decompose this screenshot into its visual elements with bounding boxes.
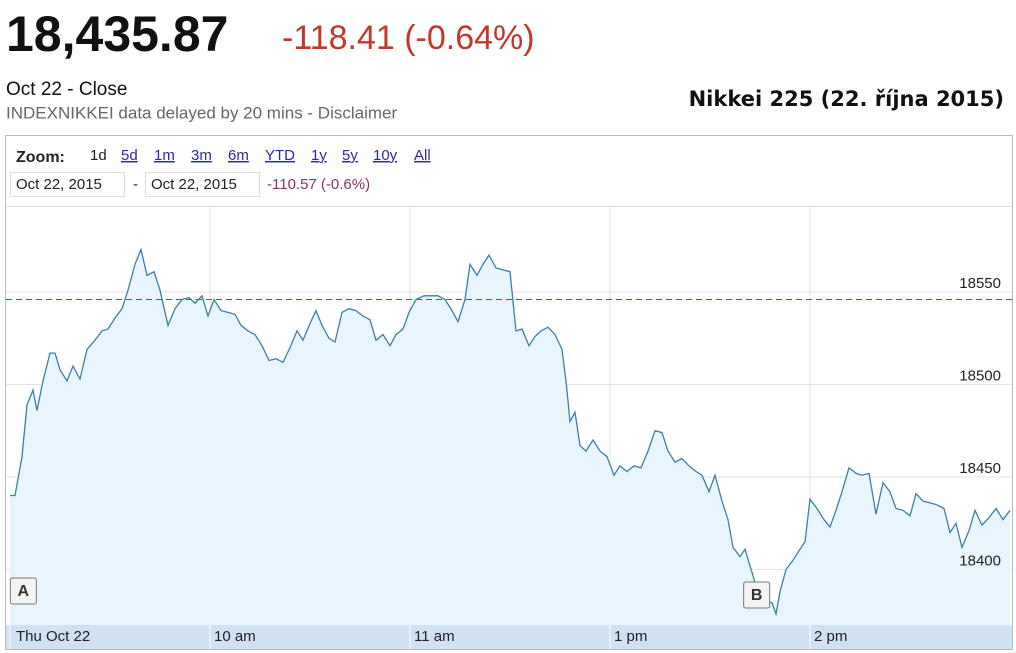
zoom-option[interactable]: 10y [373, 147, 398, 164]
y-tick-label: 18500 [959, 368, 1001, 385]
range-start: Oct 22, 2015 [16, 176, 102, 193]
range-change: -110.57 (-0.6%) [267, 176, 370, 193]
x-tick-label: 11 am [414, 628, 455, 645]
zoom-option[interactable]: 5d [121, 147, 138, 164]
annotation-label: B [751, 587, 763, 604]
x-axis-band [6, 625, 1012, 649]
close-status: Oct 22 - Close [6, 79, 127, 100]
range-end: Oct 22, 2015 [151, 176, 237, 193]
zoom-option[interactable]: 1m [154, 147, 175, 164]
price: 18,435.87 [6, 6, 228, 62]
x-tick-label: 1 pm [614, 628, 647, 645]
y-tick-label: 18400 [959, 552, 1001, 569]
price-change: -118.41 (-0.64%) [282, 19, 535, 57]
x-tick-label: 10 am [214, 628, 256, 645]
zoom-option[interactable]: 1d [90, 147, 107, 164]
y-tick-label: 18450 [959, 460, 1001, 477]
y-tick-label: 18550 [959, 275, 1001, 292]
range-separator: - [133, 176, 138, 193]
price-line [10, 247, 1011, 617]
annotation-flag[interactable] [743, 581, 771, 609]
zoom-option[interactable]: 1y [311, 147, 327, 164]
annotation-label: A [18, 583, 30, 600]
zoom-option[interactable]: 5y [342, 147, 358, 164]
zoom-label: Zoom: [16, 149, 65, 166]
zoom-option[interactable]: YTD [265, 147, 295, 164]
range-end-box[interactable] [145, 172, 260, 197]
annotation-flag[interactable] [9, 577, 37, 605]
x-tick-label: 2 pm [814, 628, 847, 645]
delay-note: INDEXNIKKEI data delayed by 20 mins - Di… [6, 103, 397, 122]
range-start-box[interactable] [10, 172, 125, 197]
zoom-option[interactable]: All [414, 147, 431, 164]
zoom-option[interactable]: 3m [191, 147, 212, 164]
chart-title: Nikkei 225 (22. října 2015) [689, 87, 1004, 111]
x-tick-label: Thu Oct 22 [16, 628, 90, 645]
zoom-option[interactable]: 6m [228, 147, 249, 164]
